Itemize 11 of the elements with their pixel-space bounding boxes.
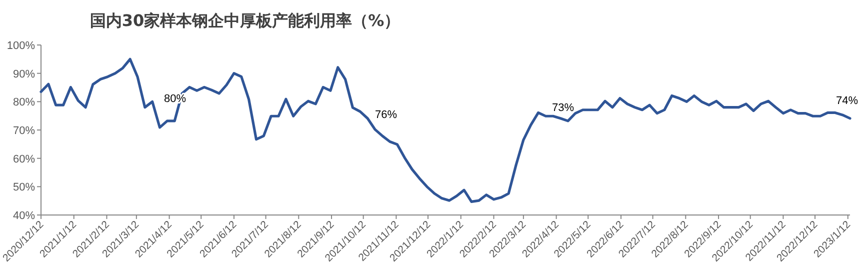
y-tick-label: 40% [12,210,36,222]
y-tick-label: 100% [6,40,36,52]
y-tick-label: 50% [12,182,36,194]
annotation: 76% [374,109,398,121]
y-tick-label: 80% [12,96,36,109]
chart-title: 国内30家样本钢企中厚板产能利用率（%） [90,11,400,30]
annotation: 73% [552,102,574,114]
annotation: 74% [836,95,858,107]
y-tick-label: 70% [12,125,36,137]
y-tick-label: 60% [12,153,36,166]
y-tick-label: 90% [12,68,36,80]
